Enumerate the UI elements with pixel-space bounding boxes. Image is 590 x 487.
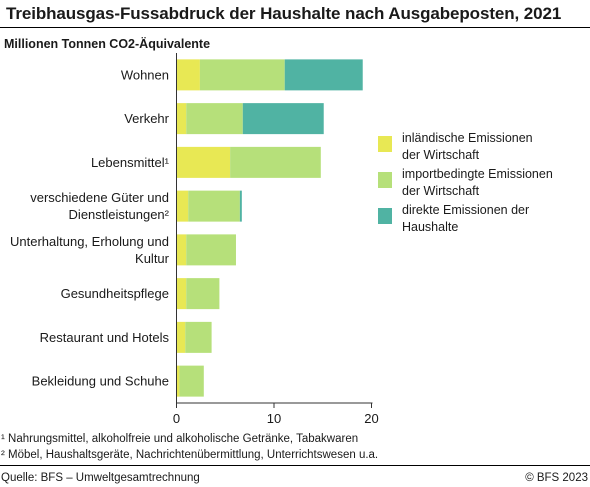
bar-segment-5-series-1: [176, 234, 187, 266]
chart-title: Treibhausgas-Fussabdruck der Haushalte n…: [6, 4, 562, 23]
bar-segment-1-series-3: [284, 59, 363, 91]
legend-swatch-direct: [378, 208, 392, 224]
legend-swatch-import: [378, 172, 392, 188]
bar-segment-2-series-3: [242, 103, 324, 135]
category-label-7: Restaurant und Hotels: [40, 330, 170, 345]
x-tick-label-1: 0: [173, 411, 180, 426]
title-divider: [0, 27, 590, 28]
x-tick-label-2: 10: [267, 411, 281, 426]
category-label-8: Bekleidung und Schuhe: [32, 374, 169, 389]
category-label-5: Unterhaltung, Erholung und Kultur: [10, 234, 170, 266]
source-note: Quelle: BFS – Umweltgesamtrechnung: [1, 472, 200, 484]
bar-segment-5-series-2: [186, 234, 236, 266]
legend-item-direct: direkte Emissionen der Haushalte: [378, 202, 588, 238]
bar-segment-2-series-1: [176, 103, 187, 135]
bar-segment-8-series-1: [176, 365, 180, 397]
legend-item-inland: inländische Emissionen der Wirtschaft: [378, 130, 588, 166]
bar-segment-6-series-1: [176, 278, 187, 310]
legend-swatch-inland: [378, 136, 392, 152]
legend-label-import: importbedingte Emissionen der Wirtschaft: [402, 167, 553, 198]
category-label-6: Gesundheitspflege: [61, 286, 169, 301]
legend-label-inland: inländische Emissionen der Wirtschaft: [402, 131, 533, 162]
legend-item-import: importbedingte Emissionen der Wirtschaft: [378, 166, 588, 202]
bar-segment-8-series-2: [179, 365, 204, 397]
copyright-note: © BFS 2023: [525, 472, 588, 484]
category-label-1: Wohnen: [121, 67, 169, 82]
bar-segment-4-series-1: [176, 190, 189, 222]
bar-segment-2-series-2: [186, 103, 243, 135]
footer-divider: [0, 465, 590, 466]
chart-subtitle: Millionen Tonnen CO2-Äquivalente: [4, 37, 211, 51]
footnote-2: ² Möbel, Haushaltsgeräte, Nachrichtenübe…: [1, 449, 379, 461]
bar-segment-7-series-1: [176, 321, 186, 353]
bar-segment-3-series-1: [176, 146, 231, 178]
bar-segment-3-series-2: [230, 146, 321, 178]
bar-segment-4-series-3: [239, 190, 242, 222]
bar-segment-4-series-2: [188, 190, 240, 222]
bar-segment-6-series-2: [186, 278, 220, 310]
category-label-2: Verkehr: [124, 111, 169, 126]
footnote-1: ¹ Nahrungsmittel, alkoholfreie und alkoh…: [1, 433, 359, 445]
category-label-4: verschiedene Güter und Dienstleistungen²: [30, 190, 169, 222]
legend-label-direct: direkte Emissionen der Haushalte: [402, 203, 530, 234]
bar-segment-7-series-2: [185, 321, 212, 353]
category-label-3: Lebensmittel¹: [91, 155, 170, 170]
chart-legend: inländische Emissionen der Wirtschaft im…: [378, 130, 588, 238]
x-tick-label-3: 20: [364, 411, 378, 426]
bar-segment-1-series-2: [199, 59, 285, 91]
bar-segment-1-series-1: [176, 59, 200, 91]
